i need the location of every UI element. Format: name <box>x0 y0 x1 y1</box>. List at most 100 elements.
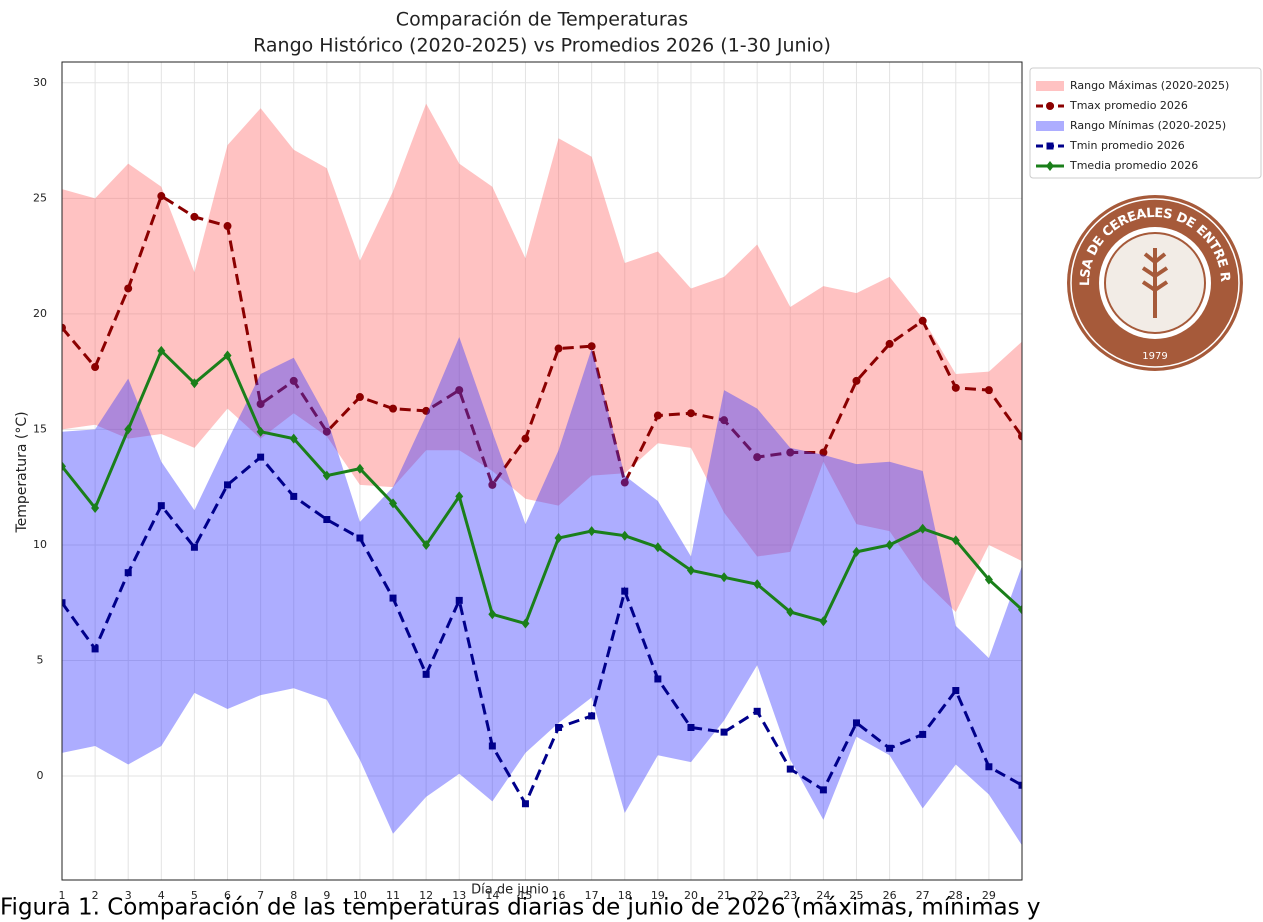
range-band <box>62 103 1022 612</box>
marker <box>852 719 860 727</box>
marker <box>621 587 629 595</box>
marker <box>620 478 629 487</box>
x-tick-label: 15 <box>518 889 532 902</box>
marker <box>257 453 265 461</box>
marker <box>190 212 199 221</box>
marker <box>322 427 331 436</box>
x-tick-label: 7 <box>257 889 264 902</box>
marker <box>422 406 431 415</box>
marker <box>455 386 464 395</box>
legend-label: Tmedia promedio 2026 <box>1069 159 1198 172</box>
marker <box>322 470 331 481</box>
marker <box>919 730 927 738</box>
marker <box>355 393 364 402</box>
marker <box>786 606 795 617</box>
x-tick-label: 28 <box>949 889 963 902</box>
x-tick-label: 9 <box>323 889 330 902</box>
marker <box>62 323 66 332</box>
marker <box>289 376 298 385</box>
marker <box>223 222 232 231</box>
x-tick-label: 10 <box>353 889 367 902</box>
marker <box>521 800 529 808</box>
marker <box>488 480 497 489</box>
marker <box>455 596 463 604</box>
x-tick-label: 11 <box>386 889 400 902</box>
marker <box>852 376 861 385</box>
logo-wheat <box>1141 248 1169 318</box>
x-tick-label: 6 <box>224 889 231 902</box>
marker <box>91 502 100 513</box>
y-tick-label: 15 <box>33 422 47 435</box>
marker <box>521 434 530 443</box>
marker <box>587 526 596 537</box>
legend-marker <box>1046 102 1054 110</box>
x-tick-label: 18 <box>618 889 632 902</box>
marker <box>224 481 232 489</box>
x-tick-label: 25 <box>849 889 863 902</box>
plot: 1 2 3 4 5 6 7 8 9 10 11 12 13 14 15 16 17 18 19 20 21 22 23 24 2… <box>33 61 1262 902</box>
marker <box>885 539 894 550</box>
marker <box>687 723 695 731</box>
marker <box>389 594 397 602</box>
marker <box>985 763 993 771</box>
marker <box>323 516 331 524</box>
y-tick-label: 25 <box>33 191 47 204</box>
marker <box>289 433 298 444</box>
series-group <box>62 103 1022 846</box>
x-tick-label: 2 <box>92 889 99 902</box>
legend: Rango Máximas (2020-2025) Tmax promedio 2… <box>1029 67 1262 179</box>
x-tick-label: 27 <box>916 889 930 902</box>
x-tick-label: 8 <box>290 889 297 902</box>
marker <box>256 399 265 408</box>
marker <box>587 342 596 351</box>
marker <box>488 742 496 750</box>
marker <box>720 416 729 425</box>
marker <box>422 670 430 678</box>
y-axis-label: Temperatura (°C) <box>14 411 30 533</box>
marker <box>951 383 960 392</box>
marker <box>521 618 530 629</box>
legend-label: Tmin promedio 2026 <box>1069 139 1185 152</box>
marker <box>555 723 563 731</box>
y-tick-label: 10 <box>33 538 47 551</box>
marker <box>223 350 232 361</box>
marker <box>620 530 629 541</box>
marker <box>819 448 828 457</box>
marker <box>62 461 66 472</box>
marker <box>256 426 265 437</box>
marker <box>157 192 166 201</box>
marker <box>1018 781 1022 789</box>
marker <box>190 378 199 389</box>
marker <box>488 609 497 620</box>
marker <box>554 344 563 353</box>
series-line <box>62 348 1022 626</box>
x-tick-label: 1 <box>59 889 66 902</box>
x-tick-label: 3 <box>125 889 132 902</box>
marker <box>918 316 927 325</box>
range-band <box>62 336 1022 846</box>
marker <box>819 616 828 627</box>
marker <box>190 543 198 551</box>
marker <box>356 534 364 542</box>
marker <box>819 786 827 794</box>
legend-box <box>1029 67 1262 179</box>
x-tick-label: 16 <box>552 889 566 902</box>
series-line <box>62 193 1022 489</box>
x-tick-label: 22 <box>750 889 764 902</box>
marker <box>720 728 728 736</box>
marker <box>124 424 133 435</box>
logo-ring <box>1070 198 1240 368</box>
legend-swatch <box>1036 81 1064 91</box>
plot-frame <box>61 61 1023 881</box>
legend-swatch <box>1036 121 1064 131</box>
x-tick-label: 14 <box>485 889 499 902</box>
marker <box>753 707 761 715</box>
y-tick-label: 0 <box>37 769 44 782</box>
marker <box>389 404 398 413</box>
series-line <box>62 455 1022 808</box>
legend-label: Tmax promedio 2026 <box>1069 99 1188 112</box>
x-tick-label: 23 <box>783 889 797 902</box>
marker <box>290 492 298 500</box>
marker <box>984 386 993 395</box>
